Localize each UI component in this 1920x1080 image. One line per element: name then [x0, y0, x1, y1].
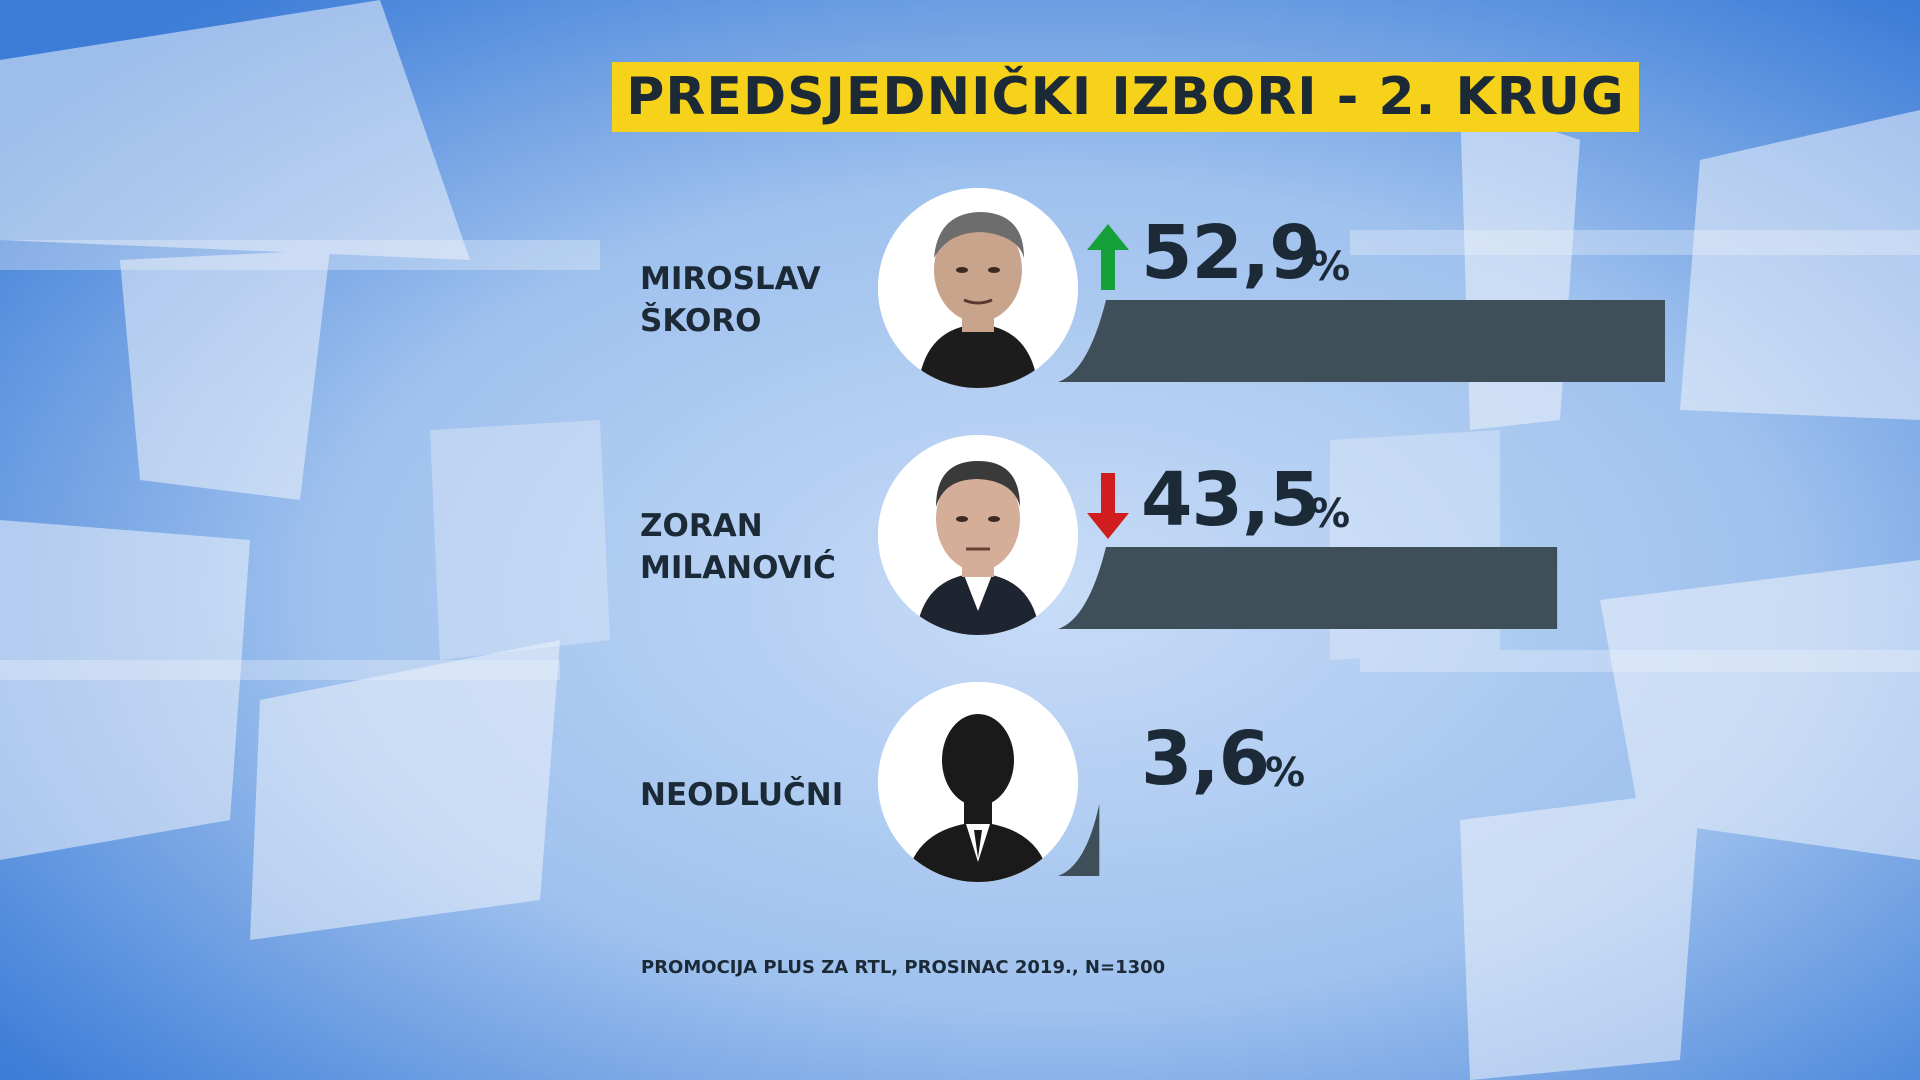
bar [1058, 804, 1100, 876]
chart-title: PREDSJEDNIČKI IZBORI - 2. KRUG [626, 67, 1625, 127]
value-label: 43,5 [1141, 457, 1321, 543]
silhouette-icon [878, 682, 1078, 882]
bar-layer [1058, 300, 1665, 382]
candidate-first-name: ZORAN [640, 508, 763, 544]
candidate-last-name: ŠKORO [640, 303, 762, 339]
candidate-first-name: MIROSLAV [640, 261, 821, 297]
candidate-row: ZORAN MILANOVIĆ 43,5 % [0, 435, 1920, 645]
trend-up-icon [1087, 224, 1129, 290]
percent-sign: % [1265, 750, 1306, 796]
value-label: 3,6 [1141, 716, 1270, 802]
person-photo-icon [878, 435, 1078, 635]
candidate-first-name: NEODLUČNI [640, 777, 844, 813]
trend-down-icon [1087, 473, 1129, 539]
candidate-name: NEODLUČNI [640, 774, 880, 816]
value-label: 52,9 [1141, 210, 1321, 296]
candidate-name: ZORAN MILANOVIĆ [640, 505, 880, 589]
source-note: PROMOCIJA PLUS ZA RTL, PROSINAC 2019., N… [641, 957, 1166, 978]
percent-sign: % [1310, 491, 1351, 537]
candidate-row: NEODLUČNI 3,6 % [0, 682, 1920, 892]
person-photo-icon [878, 188, 1078, 388]
bar-layer [1058, 547, 1558, 629]
bar-layer [1058, 804, 1100, 876]
candidate-row: MIROSLAV ŠKORO 52,9 % [0, 188, 1920, 398]
title-banner: PREDSJEDNIČKI IZBORI - 2. KRUG [612, 62, 1639, 132]
candidate-last-name: MILANOVIĆ [640, 550, 836, 586]
candidate-name: MIROSLAV ŠKORO [640, 258, 880, 342]
bar [1058, 300, 1665, 382]
percent-sign: % [1310, 244, 1351, 290]
bar [1058, 547, 1558, 629]
